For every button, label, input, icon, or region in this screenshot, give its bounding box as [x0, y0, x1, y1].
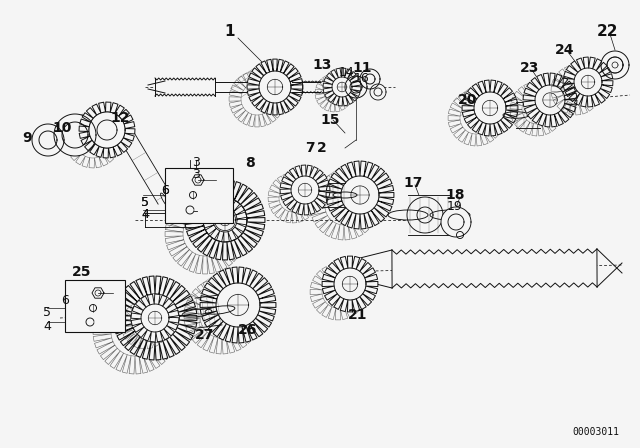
Text: 17: 17 — [403, 176, 422, 190]
Polygon shape — [407, 197, 443, 233]
Polygon shape — [345, 76, 367, 98]
Polygon shape — [441, 207, 471, 237]
Text: 1: 1 — [225, 25, 236, 39]
Polygon shape — [215, 82, 260, 92]
Text: 25: 25 — [72, 265, 92, 279]
Text: 15: 15 — [320, 113, 340, 127]
Text: 6: 6 — [61, 293, 69, 306]
Text: 10: 10 — [52, 121, 72, 135]
Polygon shape — [280, 165, 330, 215]
Text: 6: 6 — [161, 184, 169, 197]
Polygon shape — [185, 180, 265, 260]
Text: 18: 18 — [445, 188, 465, 202]
Polygon shape — [118, 129, 172, 204]
Polygon shape — [79, 102, 135, 158]
Text: 20: 20 — [458, 93, 477, 107]
Polygon shape — [89, 112, 125, 148]
Text: 8: 8 — [245, 156, 255, 170]
Polygon shape — [326, 161, 394, 229]
Text: 9: 9 — [22, 131, 32, 145]
Text: 3: 3 — [192, 155, 200, 168]
Text: 14: 14 — [339, 65, 355, 78]
Polygon shape — [601, 51, 629, 79]
Polygon shape — [131, 294, 179, 342]
Polygon shape — [323, 68, 361, 106]
Text: 6: 6 — [161, 184, 169, 197]
Text: 5: 5 — [141, 195, 149, 208]
Text: 00003011: 00003011 — [573, 427, 620, 437]
Polygon shape — [516, 102, 540, 128]
Polygon shape — [203, 198, 247, 242]
Polygon shape — [523, 73, 577, 127]
Polygon shape — [302, 81, 330, 93]
Text: 4: 4 — [141, 208, 149, 221]
Text: 26: 26 — [238, 323, 258, 337]
Text: 5: 5 — [43, 306, 51, 319]
Polygon shape — [462, 80, 518, 136]
Text: 7: 7 — [305, 141, 315, 155]
Polygon shape — [563, 57, 613, 107]
Polygon shape — [200, 267, 276, 343]
Polygon shape — [370, 84, 386, 100]
Text: 27: 27 — [195, 328, 214, 342]
Polygon shape — [155, 78, 215, 96]
Polygon shape — [195, 295, 222, 328]
Polygon shape — [113, 276, 197, 360]
Polygon shape — [360, 69, 380, 89]
Text: 23: 23 — [520, 61, 540, 75]
Text: 4: 4 — [141, 208, 149, 221]
Text: 2: 2 — [317, 141, 327, 155]
Polygon shape — [408, 195, 450, 235]
Text: 4: 4 — [43, 320, 51, 333]
Polygon shape — [322, 256, 378, 312]
Polygon shape — [392, 249, 597, 288]
Text: 21: 21 — [348, 308, 368, 322]
Polygon shape — [54, 114, 96, 156]
Text: 19: 19 — [447, 201, 463, 214]
Bar — [65, 280, 125, 332]
Bar — [165, 168, 233, 223]
Text: 24: 24 — [556, 43, 575, 57]
Polygon shape — [315, 183, 345, 207]
Text: 5: 5 — [141, 195, 149, 208]
Polygon shape — [247, 59, 303, 115]
Text: 13: 13 — [312, 58, 332, 72]
Text: 12: 12 — [110, 111, 130, 125]
Polygon shape — [32, 124, 64, 156]
Text: 22: 22 — [597, 25, 619, 39]
Polygon shape — [607, 57, 623, 73]
Text: 16: 16 — [354, 72, 370, 85]
Text: 3: 3 — [192, 168, 200, 181]
Text: 11: 11 — [352, 61, 372, 75]
